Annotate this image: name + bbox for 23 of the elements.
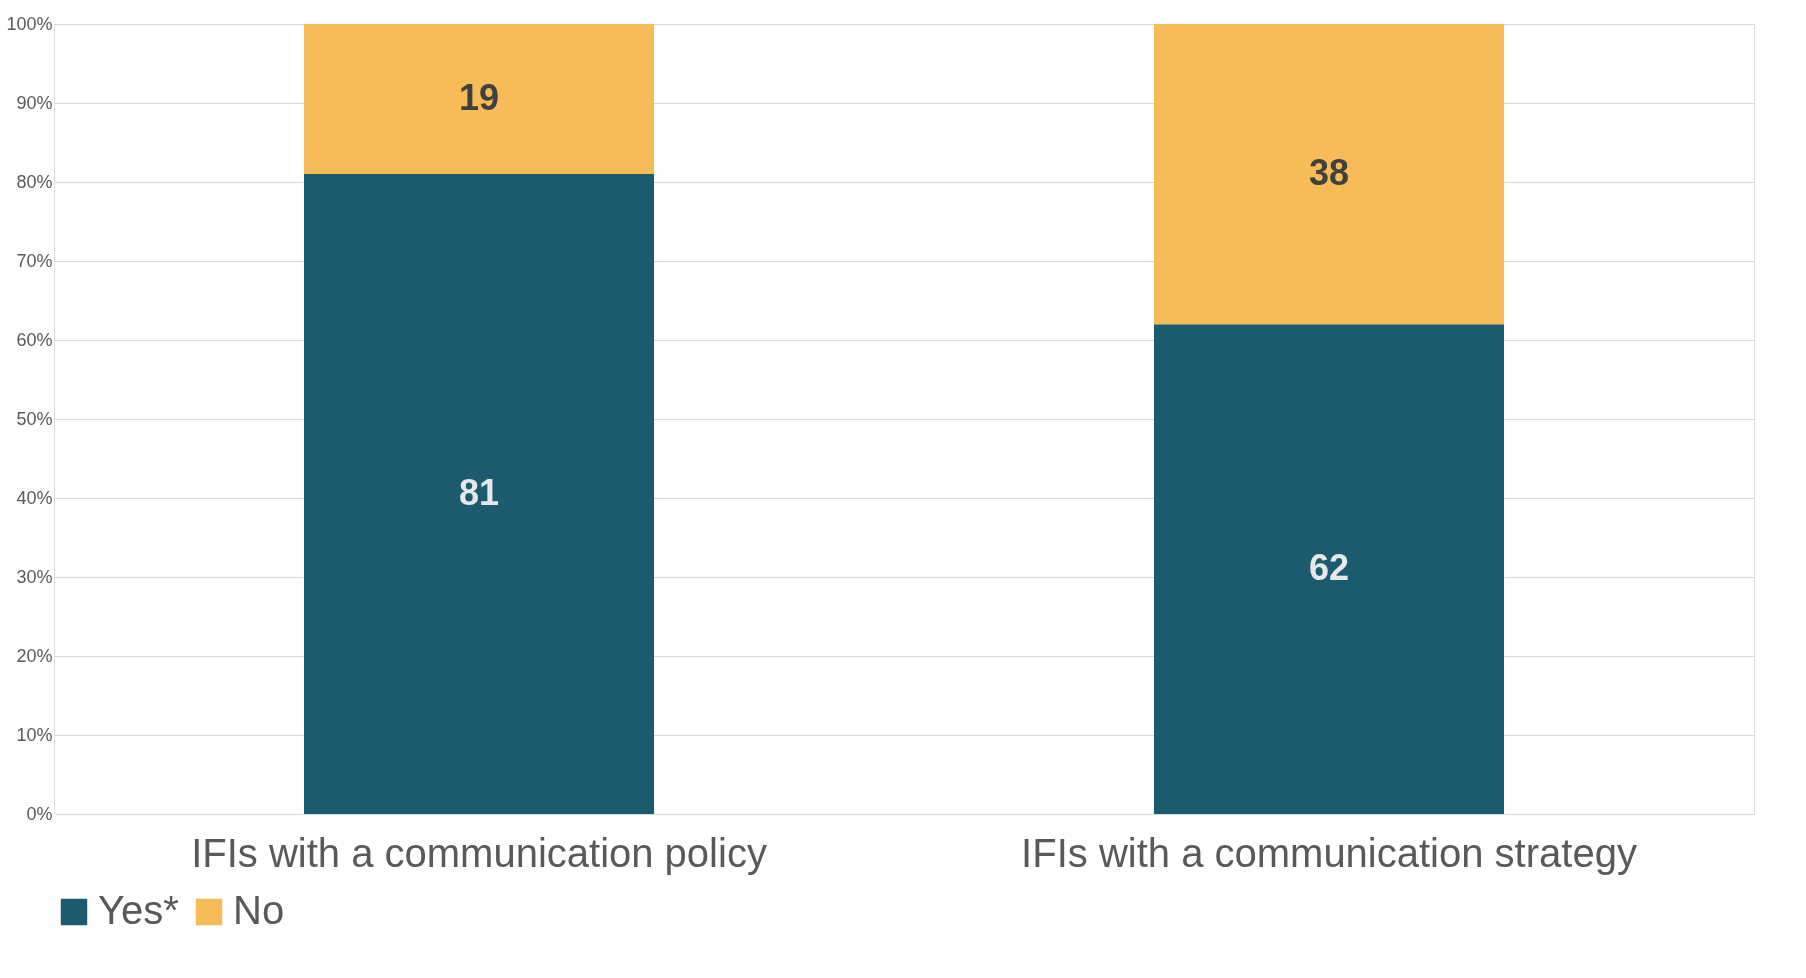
y-tick-label: 60% — [16, 329, 53, 350]
y-tick-label: 30% — [16, 566, 53, 587]
data-label: 19 — [458, 77, 500, 119]
y-tick-label: 20% — [16, 645, 53, 666]
y-tick-label: 40% — [16, 487, 53, 508]
y-tick-label: 70% — [16, 250, 53, 271]
legend-label: Yes* — [98, 888, 179, 932]
y-tick-label: 100% — [6, 13, 53, 34]
x-tick-label: IFIs with a communication policy — [191, 830, 767, 875]
y-tick-label: 90% — [16, 92, 53, 113]
bar — [1154, 24, 1504, 325]
y-tick-label: 0% — [26, 803, 53, 824]
bar — [304, 24, 654, 175]
bar — [304, 174, 654, 814]
data-label: 38 — [1308, 152, 1350, 194]
data-label: 62 — [1308, 547, 1350, 589]
x-tick-label: IFIs with a communication strategy — [1021, 830, 1637, 875]
bar — [1154, 324, 1504, 814]
legend-label: No — [233, 888, 285, 932]
y-tick-label: 80% — [16, 171, 53, 192]
y-tick-label: 50% — [16, 408, 53, 429]
data-label: 81 — [458, 472, 500, 514]
y-tick-label: 10% — [16, 724, 53, 745]
